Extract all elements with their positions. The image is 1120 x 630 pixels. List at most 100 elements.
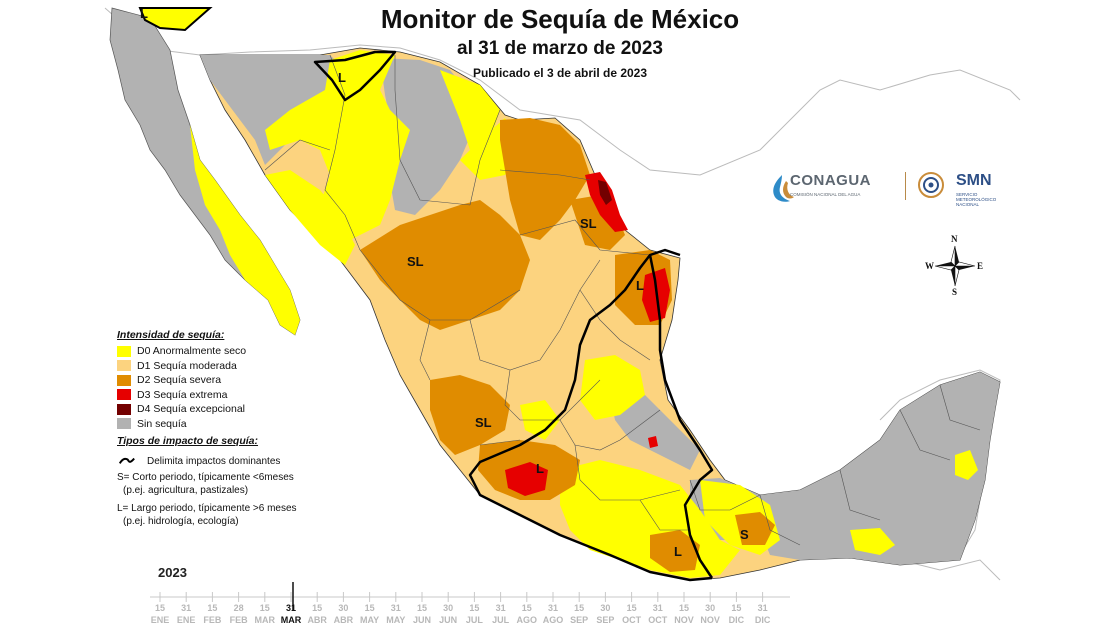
legend-swatch-d1 [117, 360, 131, 372]
legend-swatch-d3 [117, 389, 131, 401]
d0-quintana [955, 450, 978, 480]
timeline-day-label: 31 [757, 603, 768, 613]
timeline-day-label: 15 [207, 603, 218, 613]
smn-subtext: SERVICIO METEOROLÓGICO NACIONAL [956, 192, 997, 207]
conagua-logo-text: CONAGUA [790, 172, 871, 189]
d3-guerrero [505, 462, 548, 496]
smn-logo-icon [918, 172, 944, 198]
timeline-month-label: SEP [596, 615, 615, 625]
timeline-month-label: OCT [648, 615, 668, 625]
short-line2: (p.ej. agricultura, pastizales) [123, 485, 249, 496]
legend-item: D1 Sequía moderada [117, 359, 337, 374]
timeline-day-label: 30 [443, 603, 454, 613]
central-no-drought [610, 390, 700, 470]
timeline-day-label: 31 [547, 603, 558, 613]
coahuila-no-drought [440, 70, 500, 150]
d0-sonora-central [265, 50, 410, 240]
conagua-subtext: COMISIÓN NACIONAL DEL AGUA [790, 192, 861, 197]
timeline-month-label: ENE [150, 615, 170, 625]
label-l-tamaulipas: L [636, 278, 644, 293]
yucatan-no-drought [760, 372, 1000, 565]
timeline: 2023 15 ENE 31 ENE 15 FEB 28 FEB 15 MAR 31 MAR 15 ABR… [150, 560, 790, 630]
legend-label: D4 Sequía excepcional [137, 403, 245, 416]
legend-item: D3 Sequía extrema [117, 388, 337, 403]
d2-durango-chihuahua [360, 200, 530, 330]
legend-label: D2 Sequía severa [137, 374, 222, 387]
label-l-oaxaca: L [674, 544, 682, 559]
state-borders [264, 54, 981, 546]
d2-nuevo-leon [500, 118, 590, 240]
label-s-veracruz: S [740, 527, 749, 542]
boundary-line-icon [118, 458, 135, 465]
legend-item: D0 Anormalmente seco [117, 344, 337, 359]
d0-central [580, 355, 645, 420]
impact-boundaries [313, 50, 714, 582]
timeline-axis [150, 582, 790, 610]
legend-label: D0 Anormalmente seco [137, 345, 247, 358]
timeline-month-label: ENE [176, 615, 196, 625]
legend-item: Sin sequía [117, 417, 337, 432]
compass-s: S [952, 287, 958, 297]
compass-w: W [925, 261, 934, 271]
timeline-day-label: 31 [181, 603, 192, 613]
legend-impact-header: Tipos de impacto de sequía: [117, 435, 259, 447]
logos: CONAGUA COMISIÓN NACIONAL DEL AGUA SMN S… [760, 168, 1010, 207]
timeline-day-label: 31 [652, 603, 663, 613]
legend-swatch-d4 [117, 403, 131, 415]
baja-north-d0 [138, 7, 213, 32]
compass-n: N [951, 234, 958, 244]
legend: Intensidad de sequía: D0 Anormalmente se… [117, 329, 337, 527]
timeline-month-label: DIC [754, 615, 771, 625]
legend-swatch-none [117, 418, 131, 430]
d2-jalisco [430, 375, 510, 455]
timeline-day-label: 15 [312, 603, 323, 613]
publish-date: Publicado el 3 de abril de 2023 [472, 66, 648, 80]
timeline-day-label: 31 [495, 603, 506, 613]
timeline-day-label: 31 [285, 603, 296, 613]
map-title: Monitor de Sequía de México [380, 4, 740, 34]
timeline-day-label: 15 [416, 603, 427, 613]
timeline-month-label: FEB [203, 615, 222, 625]
timeline-month-label: OCT [622, 615, 642, 625]
timeline-month-label: NOV [700, 615, 720, 625]
baja-d0-zone [190, 125, 300, 335]
d2-oaxaca [650, 530, 700, 572]
timeline-day-label: 15 [626, 603, 637, 613]
timeline-month-label: MAR [254, 615, 276, 625]
label-l-guerrero: L [536, 461, 544, 476]
timeline-month-label: SEP [570, 615, 589, 625]
timeline-day-label: 31 [390, 603, 401, 613]
short-line1: S= Corto periodo, típicamente <6meses [117, 472, 294, 483]
d4-tamaulipas [598, 180, 612, 205]
timeline-year: 2023 [158, 565, 187, 580]
logo-separator [905, 172, 906, 200]
conagua-logo-icon [773, 175, 794, 202]
sonora-no-drought [200, 55, 350, 165]
timeline-month-label: ABR [307, 615, 327, 625]
legend-label: D1 Sequía moderada [137, 359, 237, 372]
timeline-day-label: 15 [731, 603, 742, 613]
label-sl-chihuahua: SL [407, 254, 424, 269]
legend-label: D3 Sequía extrema [137, 388, 228, 401]
timeline-month-label: JUL [492, 615, 510, 625]
boundary-label: Delimita impactos dominantes [147, 456, 281, 467]
label-l-north: L [140, 6, 148, 21]
d0-sinaloa [265, 170, 355, 265]
timeline-month-label: JUL [465, 615, 483, 625]
timeline-month-label: AGO [542, 615, 564, 625]
d3-small-central [648, 436, 658, 448]
compass-rose [934, 245, 976, 287]
timeline-day-label: 15 [259, 603, 270, 613]
timeline-month-label: AGO [516, 615, 538, 625]
d0-chiapas [850, 528, 895, 555]
timeline-month-label: NOV [674, 615, 694, 625]
timeline-month-label: JUN [439, 615, 458, 625]
legend-swatch-d2 [117, 374, 131, 386]
timeline-day-label: 30 [600, 603, 611, 613]
timeline-month-label: MAY [386, 615, 406, 625]
legend-intensity-header: Intensidad de sequía: [117, 329, 225, 341]
timeline-day-label: 15 [574, 603, 585, 613]
label-sl-tamaulipas: SL [580, 216, 597, 231]
timeline-month-label: DIC [728, 615, 745, 625]
